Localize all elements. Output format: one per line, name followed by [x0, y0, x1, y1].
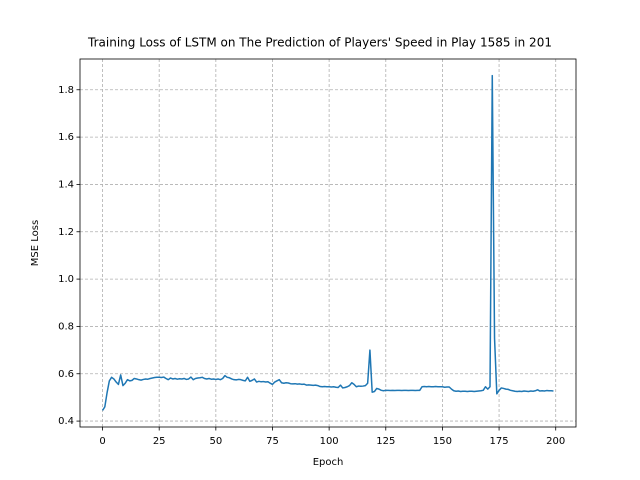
loss-line	[101, 74, 554, 411]
chart-title: Training Loss of LSTM on The Prediction …	[87, 36, 552, 50]
y-tick-label: 1.4	[58, 179, 74, 190]
y-tick-label: 0.8	[58, 321, 74, 332]
x-tick-label: 200	[546, 436, 565, 447]
y-tick-label: 0.4	[58, 416, 74, 427]
x-axis-label: Epoch	[313, 457, 344, 468]
y-tick-label: 1.6	[58, 132, 74, 143]
y-axis-label: MSE Loss	[30, 220, 41, 266]
axes-frame	[79, 58, 577, 428]
x-tick-label: 125	[376, 436, 395, 447]
y-tick-label: 1.0	[58, 274, 74, 285]
x-tick-label: 175	[490, 436, 509, 447]
x-tick-label: 0	[99, 436, 105, 447]
x-tick-label: 150	[433, 436, 452, 447]
y-tick-label: 1.8	[58, 85, 74, 96]
x-tick-label: 100	[320, 436, 339, 447]
x-tick-label: 25	[153, 436, 166, 447]
x-tick-label: 50	[209, 436, 222, 447]
y-tick-label: 0.6	[58, 369, 74, 380]
x-tick-label: 75	[266, 436, 279, 447]
y-tick-label: 1.2	[58, 227, 74, 238]
